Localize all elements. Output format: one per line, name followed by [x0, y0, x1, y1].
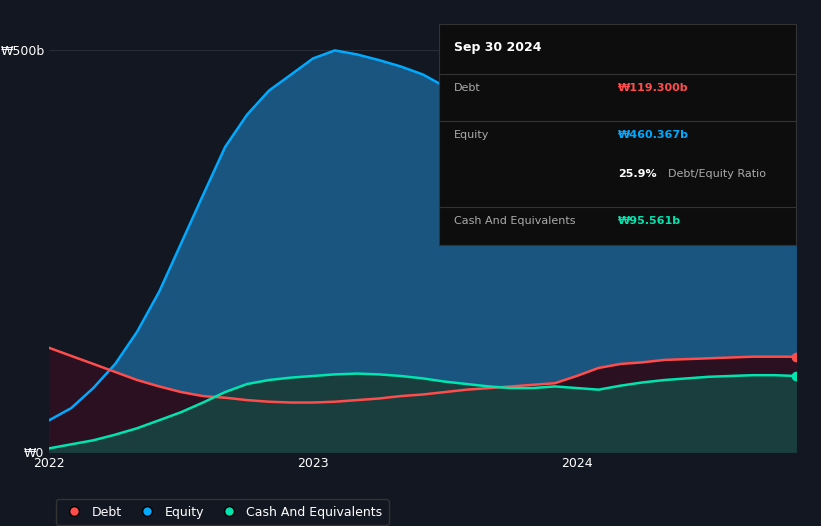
Text: ₩119.300b: ₩119.300b [618, 83, 689, 93]
Text: Debt: Debt [453, 83, 480, 93]
Legend: Debt, Equity, Cash And Equivalents: Debt, Equity, Cash And Equivalents [56, 499, 389, 525]
Text: 25.9%: 25.9% [618, 169, 657, 179]
Text: Sep 30 2024: Sep 30 2024 [453, 42, 541, 54]
Text: ₩95.561b: ₩95.561b [618, 216, 681, 226]
Text: ₩460.367b: ₩460.367b [618, 130, 689, 140]
Text: Debt/Equity Ratio: Debt/Equity Ratio [667, 169, 766, 179]
Text: Equity: Equity [453, 130, 488, 140]
Text: Cash And Equivalents: Cash And Equivalents [453, 216, 575, 226]
